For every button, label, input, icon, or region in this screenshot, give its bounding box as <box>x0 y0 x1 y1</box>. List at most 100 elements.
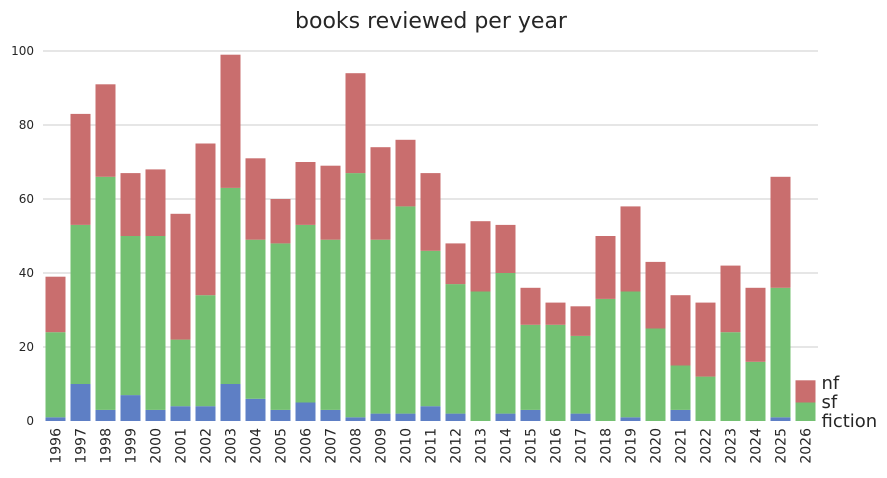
bar-sf-2021 <box>670 365 691 410</box>
y-axis-ticks: 0 20 40 60 80 100 <box>11 44 34 428</box>
bar-fiction-2000 <box>145 409 166 421</box>
x-tick-label: 2011 <box>424 428 440 464</box>
x-tick-label: 2004 <box>249 428 265 464</box>
bar-nf-2025 <box>770 176 791 288</box>
bar-nf-2007 <box>320 165 341 240</box>
bar-nf-2005 <box>270 199 291 244</box>
bar-sf-2018 <box>595 298 616 421</box>
bar-sf-2001 <box>170 339 191 407</box>
bar-nf-2013 <box>470 221 491 292</box>
x-axis-ticks: 1996 1997 1998 1999 2000 2001 2002 2003 2004 2005… <box>49 428 815 464</box>
bar-sf-2007 <box>320 239 341 410</box>
x-tick-label: 2016 <box>549 428 565 464</box>
x-tick-label: 2007 <box>324 428 340 464</box>
x-tick-label: 2017 <box>574 428 590 464</box>
bar-fiction-2003 <box>220 384 241 421</box>
bar-fiction-2017 <box>570 413 591 421</box>
bar-sf-2026 <box>795 402 816 421</box>
x-tick-label: 2022 <box>699 428 715 464</box>
bar-nf-2011 <box>420 173 441 251</box>
bar-nf-1997 <box>70 113 91 225</box>
bar-fiction-1998 <box>95 409 116 421</box>
bar-fiction-2005 <box>270 409 291 421</box>
bar-nf-2016 <box>545 302 566 325</box>
bar-fiction-2004 <box>245 398 266 421</box>
bar-nf-2021 <box>670 295 691 366</box>
bar-nf-1999 <box>120 173 141 236</box>
bar-fiction-2006 <box>295 402 316 421</box>
bar-sf-2003 <box>220 187 241 384</box>
bar-nf-2022 <box>695 302 716 377</box>
bar-nf-2019 <box>620 206 641 292</box>
bar-nf-2000 <box>145 169 166 236</box>
bar-nf-1998 <box>95 84 116 177</box>
bar-nf-2026 <box>795 380 816 403</box>
bar-sf-2024 <box>745 361 766 421</box>
bar-nf-2017 <box>570 306 591 336</box>
y-tick-label: 80 <box>19 118 34 132</box>
bar-sf-2020 <box>645 328 666 421</box>
series-label-fiction: fiction <box>822 411 878 432</box>
x-tick-label: 2006 <box>299 428 315 464</box>
bar-sf-2012 <box>445 284 466 414</box>
bar-sf-2015 <box>520 324 541 410</box>
bar-fiction-2001 <box>170 406 191 421</box>
x-tick-label: 2005 <box>274 428 290 464</box>
x-tick-label: 1999 <box>124 428 140 464</box>
bar-fiction-2010 <box>395 413 416 421</box>
x-tick-label: 2002 <box>199 428 215 464</box>
bar-nf-2014 <box>495 224 516 273</box>
bar-sf-2010 <box>395 206 416 414</box>
bar-fiction-2007 <box>320 409 341 421</box>
x-tick-label: 1996 <box>49 428 65 464</box>
x-tick-label: 2012 <box>449 428 465 464</box>
bar-sf-2005 <box>270 243 291 410</box>
bar-sf-2025 <box>770 287 791 418</box>
bar-fiction-1997 <box>70 384 91 421</box>
x-tick-label: 2003 <box>224 428 240 464</box>
bar-sf-2023 <box>720 332 741 421</box>
bar-sf-2014 <box>495 273 516 414</box>
bar-nf-2020 <box>645 261 666 329</box>
x-tick-label: 2018 <box>599 428 615 464</box>
bar-nf-2003 <box>220 54 241 188</box>
y-tick-label: 40 <box>19 266 34 280</box>
bar-fiction-2019 <box>620 417 641 421</box>
y-tick-label: 20 <box>19 340 34 354</box>
bar-sf-2019 <box>620 291 641 418</box>
bar-fiction-2008 <box>345 417 366 421</box>
y-tick-label: 60 <box>19 192 34 206</box>
x-tick-label: 2013 <box>474 428 490 464</box>
x-tick-label: 2019 <box>624 428 640 464</box>
x-tick-label: 2001 <box>174 428 190 464</box>
bar-sf-2009 <box>370 239 391 414</box>
bar-nf-2006 <box>295 162 316 225</box>
bar-sf-2006 <box>295 224 316 403</box>
x-tick-label: 1998 <box>99 428 115 464</box>
bar-nf-2010 <box>395 139 416 207</box>
x-tick-label: 2025 <box>774 428 790 464</box>
x-tick-label: 2008 <box>349 428 365 464</box>
bar-nf-2009 <box>370 147 391 240</box>
bar-nf-2012 <box>445 243 466 285</box>
series-label-nf: nf <box>822 373 840 394</box>
bar-sf-2013 <box>470 291 491 421</box>
x-tick-label: 2000 <box>149 428 165 464</box>
bar-sf-2022 <box>695 376 716 421</box>
x-tick-label: 2009 <box>374 428 390 464</box>
bar-fiction-2012 <box>445 413 466 421</box>
bar-sf-1998 <box>95 176 116 410</box>
bar-nf-2002 <box>195 143 216 296</box>
x-tick-label: 1997 <box>74 428 90 464</box>
bar-nf-2001 <box>170 213 191 340</box>
bar-fiction-1999 <box>120 395 141 421</box>
bar-sf-2016 <box>545 324 566 421</box>
x-tick-label: 2020 <box>649 428 665 464</box>
bar-sf-2011 <box>420 250 441 407</box>
bar-sf-1997 <box>70 224 91 384</box>
x-tick-label: 2015 <box>524 428 540 464</box>
bar-sf-2008 <box>345 173 366 418</box>
x-tick-label: 2010 <box>399 428 415 464</box>
